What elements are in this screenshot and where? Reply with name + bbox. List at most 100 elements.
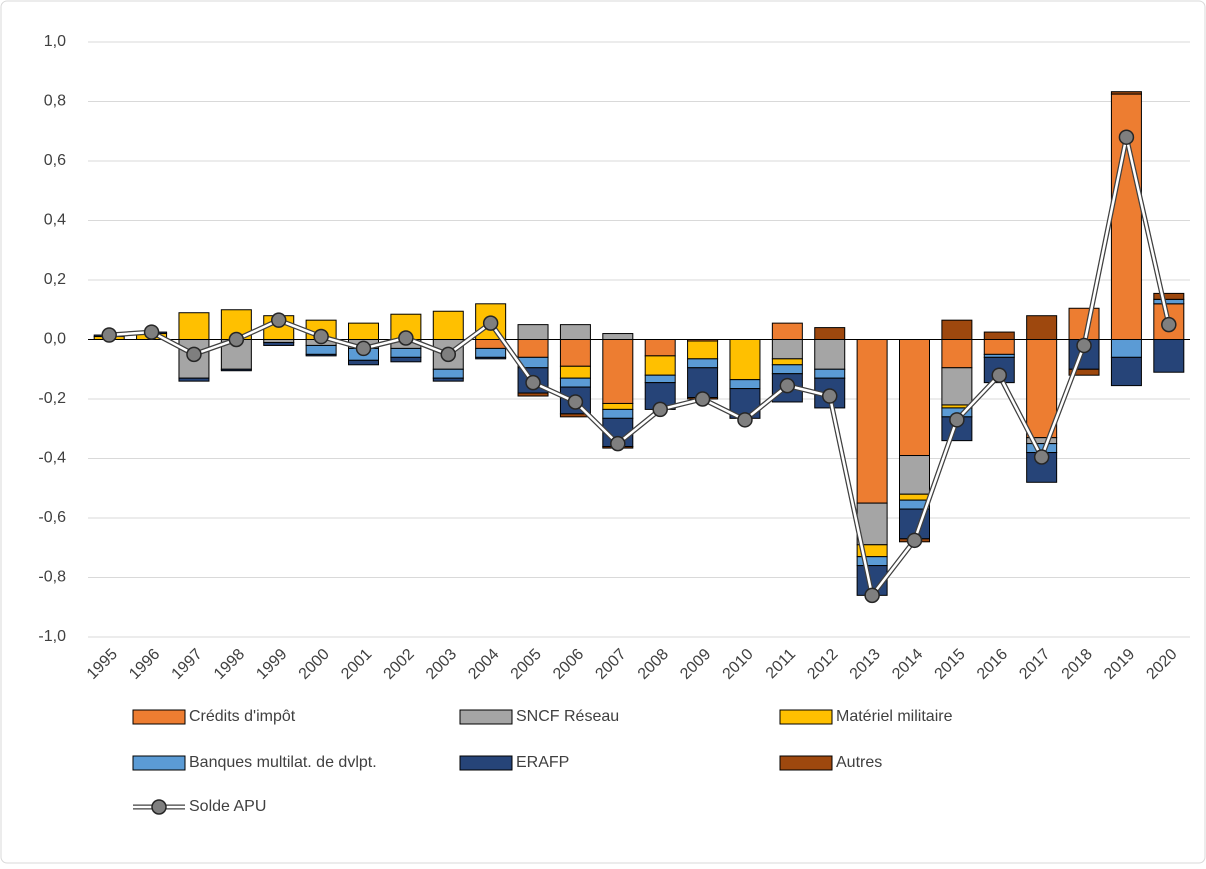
line-marker bbox=[440, 346, 457, 363]
legend-label: Banques multilat. de dvlpt. bbox=[189, 754, 377, 771]
bar-segment bbox=[602, 408, 634, 419]
bar-segment bbox=[644, 339, 676, 357]
bar-segment bbox=[1153, 292, 1185, 300]
bar-segment bbox=[475, 347, 507, 358]
bar-segment bbox=[899, 339, 930, 457]
bar-segment bbox=[856, 339, 888, 504]
bar-segment bbox=[644, 374, 676, 384]
line-marker bbox=[143, 324, 160, 340]
bar-segment bbox=[941, 319, 973, 341]
y-tick-label: 0,4 bbox=[44, 212, 66, 229]
bar-segment bbox=[983, 331, 1015, 340]
line-marker bbox=[186, 346, 202, 363]
bar-segment bbox=[602, 402, 634, 410]
line-marker bbox=[991, 367, 1008, 383]
legend-label: Matériel militaire bbox=[836, 708, 953, 725]
line-marker bbox=[864, 587, 880, 604]
legend-swatch bbox=[132, 755, 186, 771]
bar-segment bbox=[432, 377, 464, 382]
bar-segment bbox=[432, 368, 464, 379]
bar-segment bbox=[559, 365, 591, 379]
legend-swatch bbox=[132, 709, 186, 725]
bar-segment bbox=[602, 333, 634, 340]
line-marker bbox=[482, 315, 499, 331]
legend-label: Crédits d'impôt bbox=[189, 708, 296, 725]
bar-segment bbox=[1110, 91, 1142, 95]
bar-segment bbox=[559, 377, 591, 388]
line-marker bbox=[1076, 337, 1092, 354]
bar-segment bbox=[348, 359, 379, 366]
line-marker bbox=[821, 388, 838, 404]
bar-segment bbox=[941, 367, 973, 406]
line-marker bbox=[1161, 316, 1177, 333]
legend-swatch bbox=[459, 709, 513, 725]
bar-segment bbox=[1110, 339, 1142, 358]
bar-segment bbox=[687, 358, 719, 369]
bar-segment bbox=[178, 312, 210, 341]
bar-segment bbox=[899, 455, 930, 495]
y-tick-label: 1,0 bbox=[44, 33, 66, 50]
bar-segment bbox=[1153, 298, 1185, 305]
legend-swatch bbox=[779, 709, 833, 725]
line-marker bbox=[270, 312, 287, 328]
line-marker bbox=[525, 374, 541, 391]
bar-segment bbox=[644, 355, 676, 376]
legend-swatch bbox=[779, 755, 833, 771]
bar-segment bbox=[559, 324, 591, 340]
bar-segment bbox=[771, 322, 803, 341]
line-marker bbox=[313, 328, 329, 345]
bar-segment bbox=[348, 322, 379, 341]
bar-segment bbox=[263, 341, 295, 346]
bar-segment bbox=[983, 339, 1015, 355]
line-marker bbox=[1033, 449, 1050, 465]
y-tick-label: -1,0 bbox=[38, 628, 66, 645]
bar-segment bbox=[814, 327, 846, 341]
line-marker bbox=[398, 330, 414, 346]
bar-segment bbox=[517, 339, 549, 358]
bar-segment bbox=[899, 493, 930, 501]
bar-segment bbox=[1153, 339, 1185, 373]
bar-segment bbox=[390, 356, 422, 363]
bar-segment bbox=[814, 339, 846, 370]
line-marker bbox=[355, 340, 372, 357]
bar-segment bbox=[475, 356, 507, 360]
line-marker bbox=[652, 401, 668, 418]
y-tick-label: -0,8 bbox=[38, 569, 66, 586]
bar-segment bbox=[771, 358, 803, 366]
bar-segment bbox=[1026, 315, 1058, 341]
y-tick-label: -0,6 bbox=[38, 509, 66, 526]
y-tick-label: 0,6 bbox=[44, 152, 66, 169]
bar-segment bbox=[178, 377, 210, 382]
line-marker bbox=[101, 327, 117, 343]
line-marker bbox=[1118, 129, 1135, 145]
bar-segment bbox=[729, 379, 761, 390]
legend-label: Solde APU bbox=[189, 798, 266, 815]
legend-label: ERAFP bbox=[516, 754, 569, 771]
bar-segment bbox=[390, 347, 422, 358]
bar-segment bbox=[305, 353, 337, 357]
line-marker bbox=[949, 412, 965, 428]
bar-segment bbox=[559, 339, 591, 367]
bar-segment bbox=[1068, 368, 1100, 376]
y-tick-label: -0,2 bbox=[38, 390, 66, 407]
legend-label: SNCF Réseau bbox=[516, 708, 619, 725]
line-marker bbox=[567, 394, 584, 410]
bar-segment bbox=[1110, 356, 1142, 387]
bar-segment bbox=[856, 556, 888, 567]
line-marker bbox=[737, 412, 753, 428]
bar-segment bbox=[941, 339, 973, 369]
bar-segment bbox=[687, 340, 719, 360]
line-marker bbox=[228, 331, 245, 348]
bar-segment bbox=[517, 392, 549, 397]
bar-segment bbox=[814, 368, 846, 379]
y-tick-label: -0,4 bbox=[38, 450, 66, 467]
y-tick-label: 0,0 bbox=[44, 331, 66, 348]
bar-segment bbox=[602, 339, 634, 404]
legend-swatch bbox=[459, 755, 513, 771]
bar-segment bbox=[517, 324, 549, 340]
line-marker bbox=[779, 377, 796, 394]
bar-segment bbox=[771, 339, 803, 360]
bar-segment bbox=[305, 344, 337, 355]
line-marker bbox=[906, 532, 923, 549]
